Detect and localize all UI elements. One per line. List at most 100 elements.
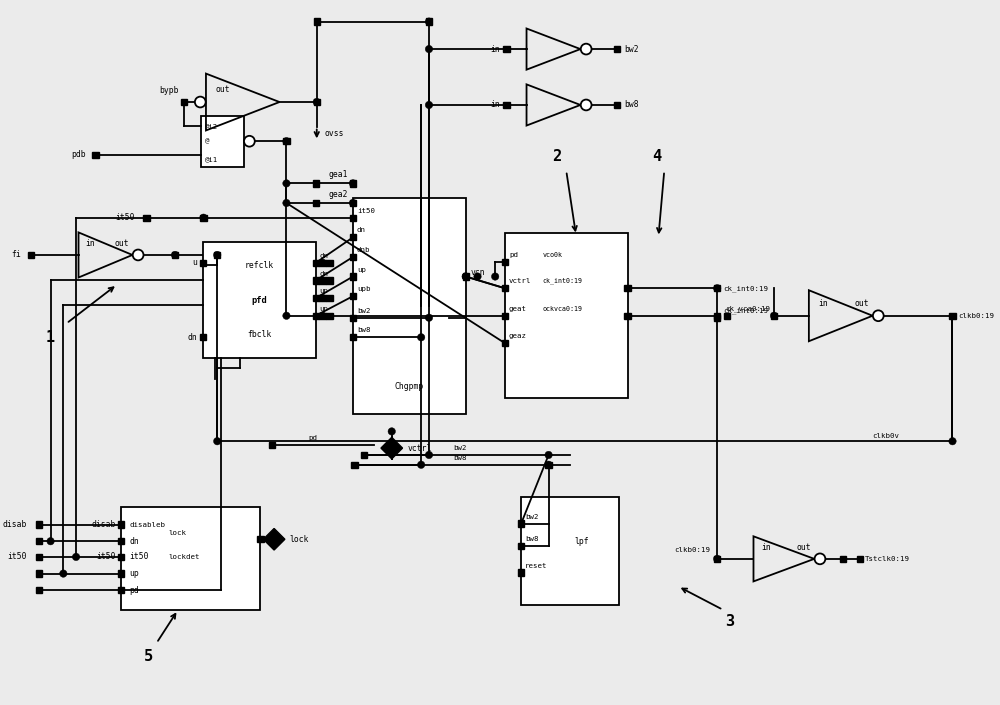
Bar (714, 285, 720, 291)
Text: 4: 4 (652, 149, 661, 164)
Bar (426, 18, 432, 25)
Circle shape (425, 102, 433, 109)
Bar (313, 259, 319, 266)
Bar (614, 46, 620, 52)
Text: it50: it50 (97, 553, 116, 561)
Text: it50: it50 (129, 553, 149, 561)
Circle shape (171, 251, 179, 259)
Text: it50: it50 (357, 208, 375, 214)
Text: bw8: bw8 (357, 327, 370, 333)
Bar (313, 180, 319, 187)
Bar (118, 570, 124, 577)
Text: gea1: gea1 (329, 171, 348, 180)
Bar (172, 252, 178, 258)
Bar (203, 243, 316, 358)
Bar (350, 334, 356, 341)
Bar (36, 570, 42, 577)
Bar (313, 312, 319, 319)
Bar (614, 102, 620, 108)
Text: Tstclk0:19: Tstclk0:19 (865, 556, 910, 562)
Circle shape (214, 251, 221, 259)
Text: out: out (115, 239, 129, 248)
Circle shape (581, 44, 592, 54)
Circle shape (462, 273, 469, 281)
Bar (269, 442, 275, 448)
Bar (36, 522, 42, 528)
Text: pfd: pfd (252, 295, 267, 305)
Text: lock: lock (168, 530, 186, 537)
Bar (351, 462, 358, 468)
Bar (36, 553, 42, 560)
Circle shape (462, 273, 469, 281)
Bar (28, 252, 34, 258)
Text: Chgpmp: Chgpmp (395, 382, 424, 391)
Circle shape (195, 97, 206, 107)
Bar (545, 462, 552, 468)
Circle shape (425, 314, 433, 321)
Text: bw2: bw2 (454, 445, 467, 451)
Bar (36, 538, 42, 544)
Bar (118, 553, 124, 560)
Bar (624, 285, 631, 291)
Text: bw2: bw2 (624, 44, 639, 54)
Bar (502, 259, 508, 265)
Text: dn: dn (320, 253, 329, 259)
Text: bw2: bw2 (525, 514, 539, 520)
Bar (200, 259, 206, 266)
Circle shape (313, 98, 320, 106)
Bar (350, 274, 356, 280)
Bar (326, 312, 333, 319)
Bar (518, 570, 524, 576)
Text: disab: disab (3, 520, 27, 529)
Text: in: in (761, 543, 771, 552)
Circle shape (283, 200, 290, 207)
Bar (502, 340, 508, 346)
Bar (350, 200, 356, 206)
Text: pd: pd (509, 252, 518, 258)
Text: upb: upb (357, 286, 370, 292)
Text: dn: dn (357, 228, 366, 233)
Text: up: up (129, 569, 139, 578)
Text: clkb0:19: clkb0:19 (674, 547, 710, 553)
Bar (840, 556, 846, 562)
Text: geat: geat (509, 306, 527, 312)
Text: pdb: pdb (71, 150, 86, 159)
Text: 3: 3 (725, 614, 735, 629)
Text: vctrl: vctrl (407, 443, 432, 453)
Circle shape (200, 214, 207, 221)
Circle shape (319, 295, 326, 302)
Bar (118, 538, 124, 544)
Text: vco0k: vco0k (542, 252, 562, 258)
Bar (121, 508, 260, 611)
Circle shape (425, 18, 433, 25)
Circle shape (349, 180, 357, 187)
Text: clkb0:19: clkb0:19 (958, 313, 994, 319)
Text: it50: it50 (8, 553, 27, 561)
Bar (326, 295, 333, 301)
Bar (313, 295, 319, 301)
Text: ovss: ovss (325, 129, 344, 138)
Circle shape (815, 553, 825, 564)
Bar (319, 312, 326, 319)
Bar (92, 152, 99, 158)
Text: lockdet: lockdet (168, 554, 200, 560)
Circle shape (319, 312, 326, 319)
Bar (350, 214, 356, 221)
Circle shape (388, 428, 395, 435)
Circle shape (425, 45, 433, 53)
Text: up: up (320, 288, 329, 294)
Text: lpf: lpf (575, 537, 589, 546)
Circle shape (133, 250, 144, 260)
Bar (314, 99, 320, 105)
Bar (949, 312, 956, 319)
Text: u: u (192, 258, 197, 267)
Bar (313, 200, 319, 206)
Text: dnb: dnb (357, 247, 370, 253)
Text: clkb0v: clkb0v (872, 434, 899, 439)
Text: 2: 2 (552, 149, 561, 164)
Circle shape (581, 99, 592, 111)
Circle shape (283, 180, 290, 187)
Circle shape (713, 285, 721, 292)
Polygon shape (263, 529, 285, 550)
Bar (314, 18, 320, 25)
